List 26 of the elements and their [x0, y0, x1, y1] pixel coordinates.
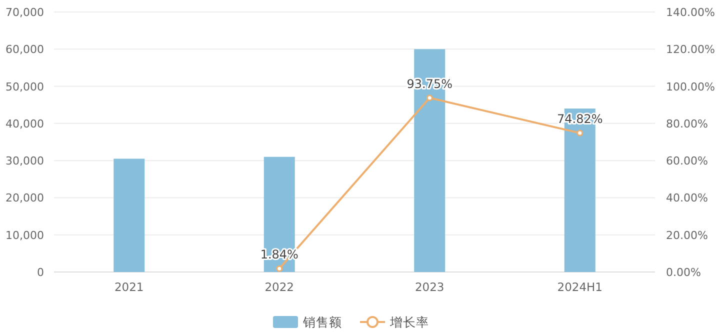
point [426, 94, 433, 102]
y-tick-label: 70,000 [6, 6, 44, 19]
y-tick-label: 10,000 [6, 228, 44, 242]
x-tick-label: 2022 [264, 280, 294, 294]
legend-label: 增长率 [389, 314, 429, 330]
y-tick-label: 40,000 [6, 117, 44, 130]
y-tick-label: 60,000 [6, 43, 44, 56]
y2-tick-label: 140.00% [666, 6, 715, 19]
legend-label: 销售额 [302, 314, 342, 330]
y2-tick-label: 60.00% [666, 154, 708, 168]
y2-tick-label: 0.00% [666, 266, 701, 279]
x-tick-label: 2023 [414, 280, 444, 294]
y2-tick-label: 20.00% [666, 228, 708, 242]
bar [114, 158, 145, 272]
y2-tick-label: 100.00% [666, 80, 715, 94]
y-tick-label: 0 [37, 266, 44, 279]
y2-tick-label: 40.00% [666, 192, 708, 205]
y2-tick-label: 120.00% [666, 43, 715, 56]
y-tick-label: 20,000 [6, 192, 44, 205]
y2-tick-label: 80.00% [666, 117, 708, 130]
x-tick-label: 2021 [114, 280, 144, 294]
y-tick-label: 30,000 [6, 154, 44, 168]
y-tick-label: 50,000 [6, 80, 44, 94]
point [276, 265, 283, 272]
point [576, 130, 584, 136]
x-tick-label: 2024H1 [557, 280, 602, 294]
